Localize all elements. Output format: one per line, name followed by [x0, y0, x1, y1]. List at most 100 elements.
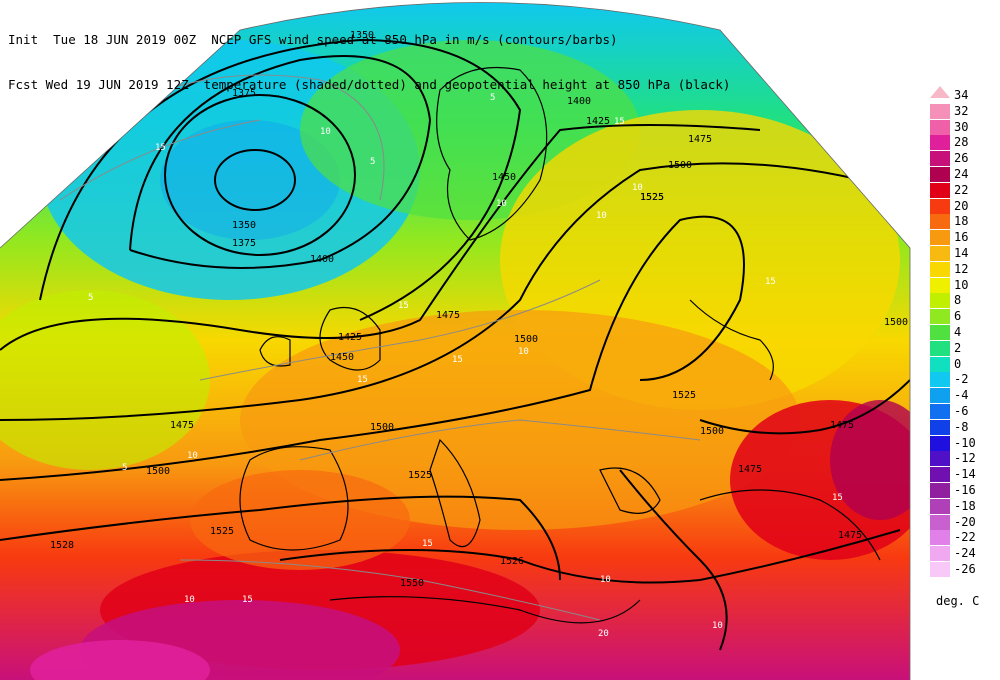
- legend-label: -6: [954, 404, 969, 418]
- legend-swatch: [930, 514, 950, 530]
- legend-label: -22: [954, 530, 976, 545]
- wind-label: 15: [357, 375, 368, 385]
- coastlines: [239, 67, 881, 624]
- legend-swatch: [930, 167, 950, 182]
- height-label: 1425: [338, 332, 362, 343]
- legend-entry: 16: [928, 230, 998, 246]
- legend-swatch: [930, 498, 950, 514]
- wind-label: 10: [184, 595, 195, 605]
- legend-swatch: [930, 340, 950, 356]
- height-label: 1375: [232, 88, 256, 99]
- map-boundary: [0, 2, 911, 680]
- wind-label: 15: [155, 143, 166, 153]
- legend-swatch: [930, 325, 950, 340]
- legend-swatch: [930, 151, 950, 167]
- legend-label: -14: [954, 467, 976, 482]
- legend-entry: 22: [928, 182, 998, 198]
- height-label: 1450: [330, 352, 354, 363]
- legend-swatch: [930, 562, 950, 577]
- legend-entry: 12: [928, 261, 998, 277]
- wind-labels: 15 10 5 5 15 10 10 15 5 10 15 10 5 15 10…: [88, 93, 843, 639]
- legend-entry: 32: [928, 103, 998, 119]
- header-forecast-line: Fcst Wed 19 JUN 2019 12Z temperature (sh…: [8, 77, 731, 92]
- legend-entry: 4: [928, 325, 998, 340]
- wind-label: 15: [422, 539, 433, 549]
- legend-entry: 34: [928, 86, 998, 103]
- legend-label: 10: [954, 277, 969, 292]
- wind-label: 10: [320, 127, 331, 137]
- legend-entry: -4: [928, 388, 998, 404]
- height-label: 1475: [170, 420, 194, 431]
- height-label: 1400: [567, 96, 591, 107]
- legend-label: 20: [954, 198, 969, 213]
- legend-swatch: [930, 356, 950, 372]
- wind-label: 15: [452, 355, 463, 365]
- height-label: 1528: [50, 540, 74, 551]
- legend-entry: -20: [928, 514, 998, 530]
- legend-swatch: [930, 483, 950, 498]
- wind-label: 10: [187, 451, 198, 461]
- height-label: 1500: [884, 317, 908, 328]
- wind-label: 5: [490, 93, 495, 103]
- height-label: 1400: [310, 254, 334, 265]
- legend-entry: -6: [928, 404, 998, 419]
- height-label: 1500: [700, 426, 724, 437]
- legend-entry: -24: [928, 546, 998, 562]
- legend-entry: 6: [928, 309, 998, 325]
- legend-label: -4: [954, 388, 969, 403]
- wind-label: 20: [598, 629, 609, 639]
- legend-label: -10: [954, 435, 976, 450]
- temperature-legend: 34 32 30 28 26 24 22 20 18 16 14 12 10 8 6 4 2 0 -2 -4 -6 -8-…: [928, 86, 998, 608]
- legend-unit: deg. C: [936, 594, 980, 608]
- height-label: 1500: [146, 466, 170, 477]
- legend-swatch: [930, 404, 950, 419]
- height-contours: [0, 38, 910, 651]
- legend-swatch: [930, 388, 950, 404]
- legend-entry: 20: [928, 198, 998, 214]
- legend-label: -12: [954, 451, 976, 466]
- header-init-line: Init Tue 18 JUN 2019 00Z NCEP GFS wind s…: [8, 32, 618, 47]
- height-label: 1525: [672, 390, 696, 401]
- legend-swatch: [930, 230, 950, 246]
- wind-label: 15: [614, 117, 625, 127]
- legend-label: 18: [954, 214, 969, 229]
- legend-label: -2: [954, 372, 969, 387]
- legend-swatch: [930, 435, 950, 451]
- height-label: 1475: [688, 134, 712, 145]
- legend-label: -8: [954, 419, 969, 434]
- wind-label: 10: [496, 199, 507, 209]
- legend-max-arrow-icon: [930, 86, 950, 98]
- legend-entry: 2: [928, 340, 998, 356]
- legend-entry: 18: [928, 214, 998, 230]
- map-header: Init Tue 18 JUN 2019 00Z NCEP GFS wind s…: [8, 2, 730, 107]
- legend-swatch: [930, 246, 950, 261]
- wind-label: 10: [712, 621, 723, 631]
- wind-label: 5: [370, 157, 375, 167]
- legend-entry: -22: [928, 530, 998, 546]
- wind-label: 10: [518, 347, 529, 357]
- legend-swatch: [930, 277, 950, 293]
- legend-swatch: [930, 419, 950, 435]
- legend-label: 12: [954, 261, 969, 276]
- height-label: 1525: [408, 470, 432, 481]
- legend-swatch: [930, 293, 950, 309]
- height-label: 1525: [640, 192, 664, 203]
- legend-label: 16: [954, 230, 969, 245]
- legend-label: 26: [954, 151, 969, 166]
- legend-label: 0: [954, 356, 962, 371]
- wind-label: 10: [600, 575, 611, 585]
- legend-entry: 26: [928, 151, 998, 167]
- legend-swatch: [930, 103, 950, 119]
- height-label: 1500: [514, 334, 538, 345]
- legend-swatch: [930, 530, 950, 546]
- legend-label: 24: [954, 167, 969, 181]
- height-label: 1526: [500, 556, 524, 567]
- legend-label: 32: [954, 103, 969, 118]
- wind-label: 5: [122, 463, 127, 473]
- legend-swatch: [930, 261, 950, 277]
- height-labels: 1350 1375 1350 1375 1400 1425 1450 1475 …: [50, 30, 908, 589]
- wind-label: 10: [632, 183, 643, 193]
- legend-swatch: [930, 214, 950, 230]
- height-label: 1475: [838, 530, 862, 541]
- wind-label: 15: [832, 493, 843, 503]
